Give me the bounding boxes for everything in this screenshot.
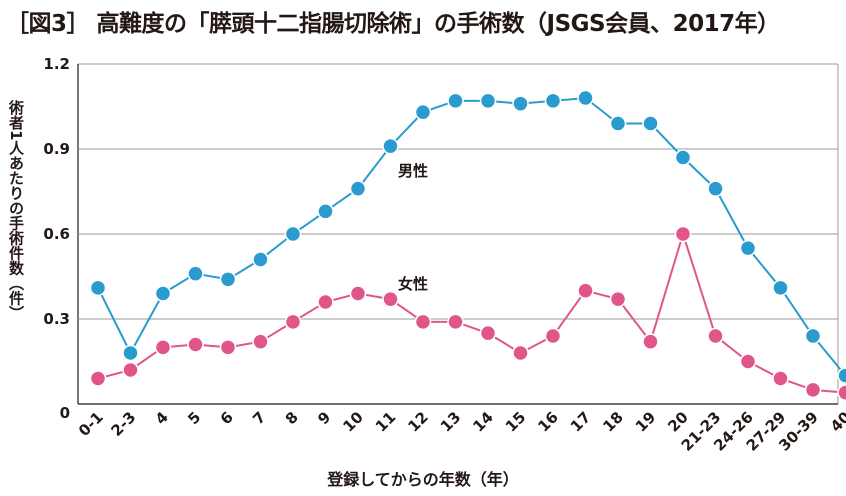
x-tick-label: 9 xyxy=(314,408,334,428)
data-point-male xyxy=(284,225,302,243)
data-point-male xyxy=(674,149,692,166)
x-tick-label: 2-3 xyxy=(107,408,139,440)
data-point-female xyxy=(512,344,529,362)
data-point-female xyxy=(219,339,237,356)
data-point-female xyxy=(252,333,269,350)
data-point-male xyxy=(154,285,172,302)
data-point-male xyxy=(479,92,497,110)
x-tick-label: 13 xyxy=(437,408,464,435)
x-tick-label: 15 xyxy=(502,408,529,435)
data-point-male xyxy=(349,180,367,197)
x-tick-label: 7 xyxy=(249,408,269,428)
data-point-male xyxy=(739,239,757,257)
data-point-female xyxy=(544,327,562,345)
data-point-male xyxy=(382,137,399,155)
data-point-female xyxy=(837,384,846,401)
x-tick-label: 40 xyxy=(827,408,846,435)
y-axis-label: 術者1人あたりの手術件数（件） xyxy=(7,100,25,321)
data-point-male xyxy=(187,265,204,282)
series-line-male xyxy=(97,96,846,377)
series-line-female xyxy=(97,230,846,394)
x-tick-label: 14 xyxy=(469,408,496,435)
x-tick-label: 5 xyxy=(184,408,204,428)
data-point-female xyxy=(284,313,302,331)
data-point-male xyxy=(642,115,659,132)
data-point-female xyxy=(609,290,627,308)
data-point-male xyxy=(837,367,846,384)
data-point-female xyxy=(447,313,464,331)
data-point-female xyxy=(414,313,432,331)
series-label-female: 女性 xyxy=(398,275,428,293)
data-point-male xyxy=(219,271,237,288)
data-point-female xyxy=(674,225,692,243)
data-point-female xyxy=(154,339,172,356)
data-point-female xyxy=(382,290,399,308)
data-point-female xyxy=(577,282,594,299)
x-tick-label: 10 xyxy=(339,408,366,435)
x-tick-label: 0-1 xyxy=(75,408,107,440)
data-point-female xyxy=(89,370,107,387)
x-tick-label: 12 xyxy=(404,408,431,435)
data-point-female xyxy=(739,353,757,370)
data-point-female xyxy=(317,293,334,311)
y-tick-label: 0.3 xyxy=(43,310,70,328)
data-point-male xyxy=(772,279,789,297)
x-tick-label: 17 xyxy=(567,408,594,435)
data-point-female xyxy=(707,327,724,345)
data-point-female xyxy=(349,285,367,302)
x-axis-label: 登録してからの年数（年） xyxy=(327,470,519,489)
y-tick-label: 1.2 xyxy=(43,55,70,73)
data-point-female xyxy=(187,336,204,353)
x-tick-label: 6 xyxy=(217,408,237,428)
x-tick-label: 19 xyxy=(632,408,659,435)
data-point-male xyxy=(414,103,432,121)
y-tick-label: 0.9 xyxy=(43,140,70,158)
x-tick-label: 11 xyxy=(372,408,399,435)
x-tick-label: 18 xyxy=(599,408,626,435)
data-point-male xyxy=(707,180,724,197)
data-point-female xyxy=(804,381,822,399)
data-point-male xyxy=(544,92,562,110)
data-point-male xyxy=(89,279,107,297)
x-tick-label: 4 xyxy=(152,408,172,428)
data-point-female xyxy=(122,361,139,379)
data-point-female xyxy=(479,324,497,342)
data-point-male xyxy=(447,92,464,110)
x-tick-label: 16 xyxy=(534,408,561,435)
data-point-male xyxy=(252,251,269,268)
data-point-male xyxy=(317,203,334,220)
data-point-male xyxy=(577,89,594,107)
data-point-male xyxy=(804,327,822,345)
x-tick-label: 8 xyxy=(282,408,302,428)
data-point-male xyxy=(512,95,529,112)
y-tick-label: 0 xyxy=(60,404,70,422)
data-point-female xyxy=(772,370,789,387)
chart-title: ［図3］ 高難度の「膵頭十二指腸切除術」の手術数（JSGS会員、2017年） xyxy=(6,11,780,37)
y-tick-label: 0.6 xyxy=(43,225,70,243)
data-point-male xyxy=(609,115,627,132)
data-point-female xyxy=(642,333,659,350)
data-point-male xyxy=(122,344,139,362)
series-label-male: 男性 xyxy=(398,162,428,180)
